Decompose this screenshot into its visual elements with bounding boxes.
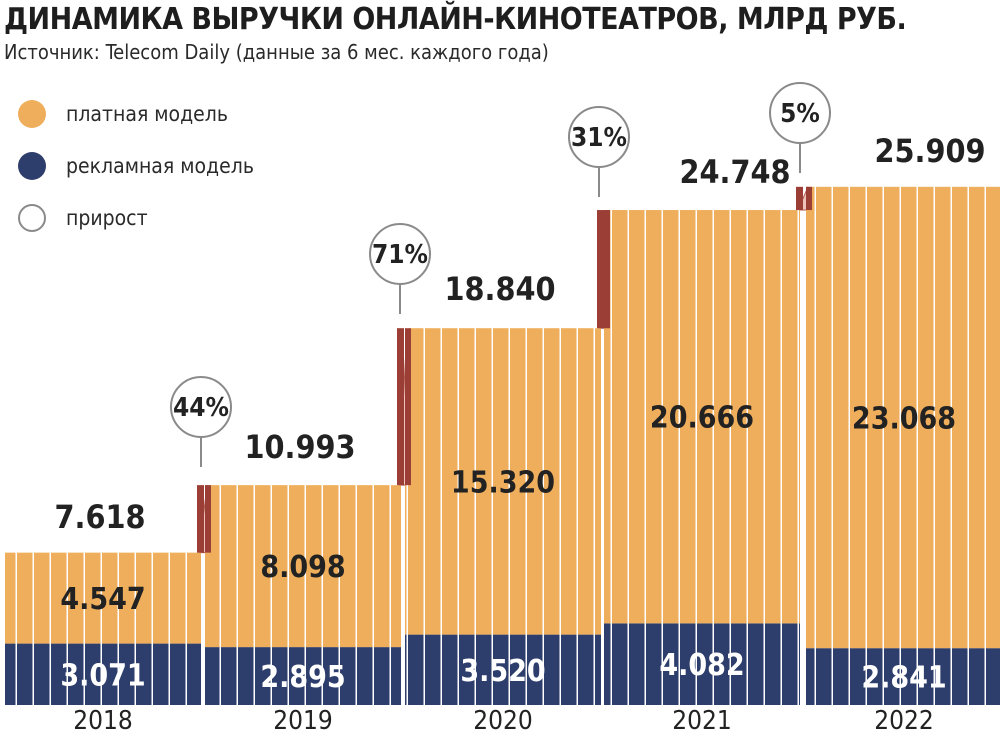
total-value-label-2020: 18.840 <box>444 270 555 308</box>
step-marker-2021 <box>796 186 803 211</box>
ad-value-label-2018: 3.071 <box>60 658 145 693</box>
bar-ad-2018 <box>5 643 201 705</box>
bar-paid-2021 <box>604 210 800 624</box>
step-marker-2019 <box>397 328 404 486</box>
paid-value-label-2022: 23.068 <box>852 402 956 437</box>
year-label-2018: 2018 <box>73 706 133 732</box>
growth-label-2019: 44% <box>173 393 229 423</box>
total-value-label-2018: 7.618 <box>54 498 145 536</box>
growth-step-2021 <box>604 210 610 329</box>
bar-ad-2020 <box>405 634 601 705</box>
growth-step-2019 <box>205 485 211 553</box>
legend: платная модель рекламная модель прирост <box>18 88 254 244</box>
bar-ad-2021 <box>604 623 800 705</box>
ad-value-label-2020: 3.520 <box>460 654 545 689</box>
navy-circle-icon <box>18 152 46 180</box>
chart-title: ДИНАМИКА ВЫРУЧКИ ОНЛАЙН-КИНОТЕАТРОВ, МЛР… <box>4 2 907 37</box>
growth-label-2022: 5% <box>780 99 820 129</box>
year-label-2021: 2021 <box>672 706 732 732</box>
growth-step-2020 <box>405 328 411 486</box>
growth-circle-2021 <box>568 106 630 168</box>
growth-label-2021: 31% <box>571 123 627 153</box>
legend-label-growth: прирост <box>66 206 148 230</box>
total-value-label-2019: 10.993 <box>244 428 355 466</box>
ad-value-label-2022: 2.841 <box>861 661 946 696</box>
step-marker-2018 <box>197 485 204 553</box>
bar-paid-2019 <box>205 485 401 648</box>
outline-circle-icon <box>18 204 46 232</box>
paid-value-label-2020: 15.320 <box>451 465 555 500</box>
legend-item-growth: прирост <box>18 192 254 244</box>
growth-circle-2019 <box>170 376 232 438</box>
year-label-2020: 2020 <box>473 706 533 732</box>
bar-paid-2018 <box>5 552 201 644</box>
bar-ad-2022 <box>806 648 1000 705</box>
ad-value-label-2019: 2.895 <box>260 660 345 695</box>
legend-item-paid: платная модель <box>18 88 254 140</box>
growth-circle-2020 <box>369 223 431 285</box>
legend-item-ad: рекламная модель <box>18 140 254 192</box>
year-label-2019: 2019 <box>273 706 333 732</box>
year-label-2022: 2022 <box>874 706 934 732</box>
paid-value-label-2018: 4.547 <box>60 582 145 617</box>
bar-paid-2020 <box>405 328 601 635</box>
ad-value-label-2021: 4.082 <box>659 648 744 683</box>
total-value-label-2022: 25.909 <box>874 132 985 170</box>
chart-subtitle: Источник: Telecom Daily (данные за 6 мес… <box>4 40 549 64</box>
growth-step-2022 <box>806 186 812 211</box>
paid-value-label-2021: 20.666 <box>650 401 754 436</box>
growth-label-2020: 71% <box>372 240 428 270</box>
growth-circle-2022 <box>769 82 831 144</box>
paid-value-label-2019: 8.098 <box>260 550 345 585</box>
total-value-label-2021: 24.748 <box>679 153 790 191</box>
legend-label-paid: платная модель <box>66 102 229 126</box>
orange-circle-icon <box>18 100 46 128</box>
step-marker-2020 <box>597 210 604 329</box>
bar-paid-2022 <box>806 186 1000 649</box>
bar-ad-2019 <box>205 647 401 705</box>
legend-label-ad: рекламная модель <box>66 154 254 178</box>
